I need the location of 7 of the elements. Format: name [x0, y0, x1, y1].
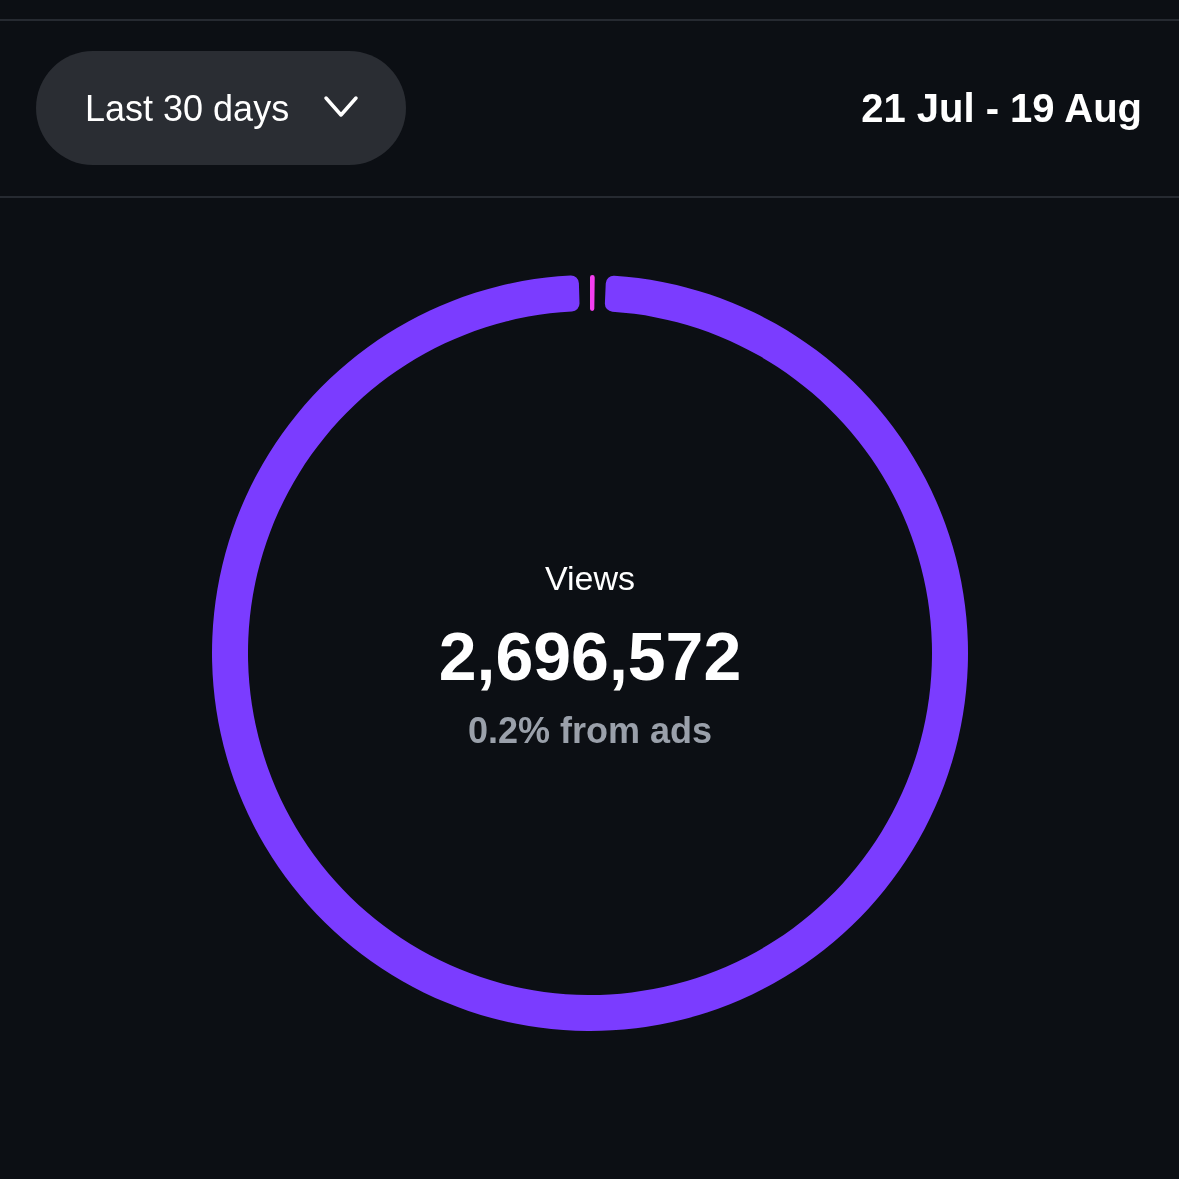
- text: 0.2% from ads: [467, 710, 713, 751]
- text: 21 Jul - 19 Aug: [861, 86, 1142, 130]
- text: 2,696,572: [438, 618, 742, 694]
- text: Last 30 days: [85, 88, 290, 129]
- text: Views: [544, 559, 636, 597]
- donut-slice: [590, 275, 595, 312]
- donut-slice: [212, 275, 968, 1031]
